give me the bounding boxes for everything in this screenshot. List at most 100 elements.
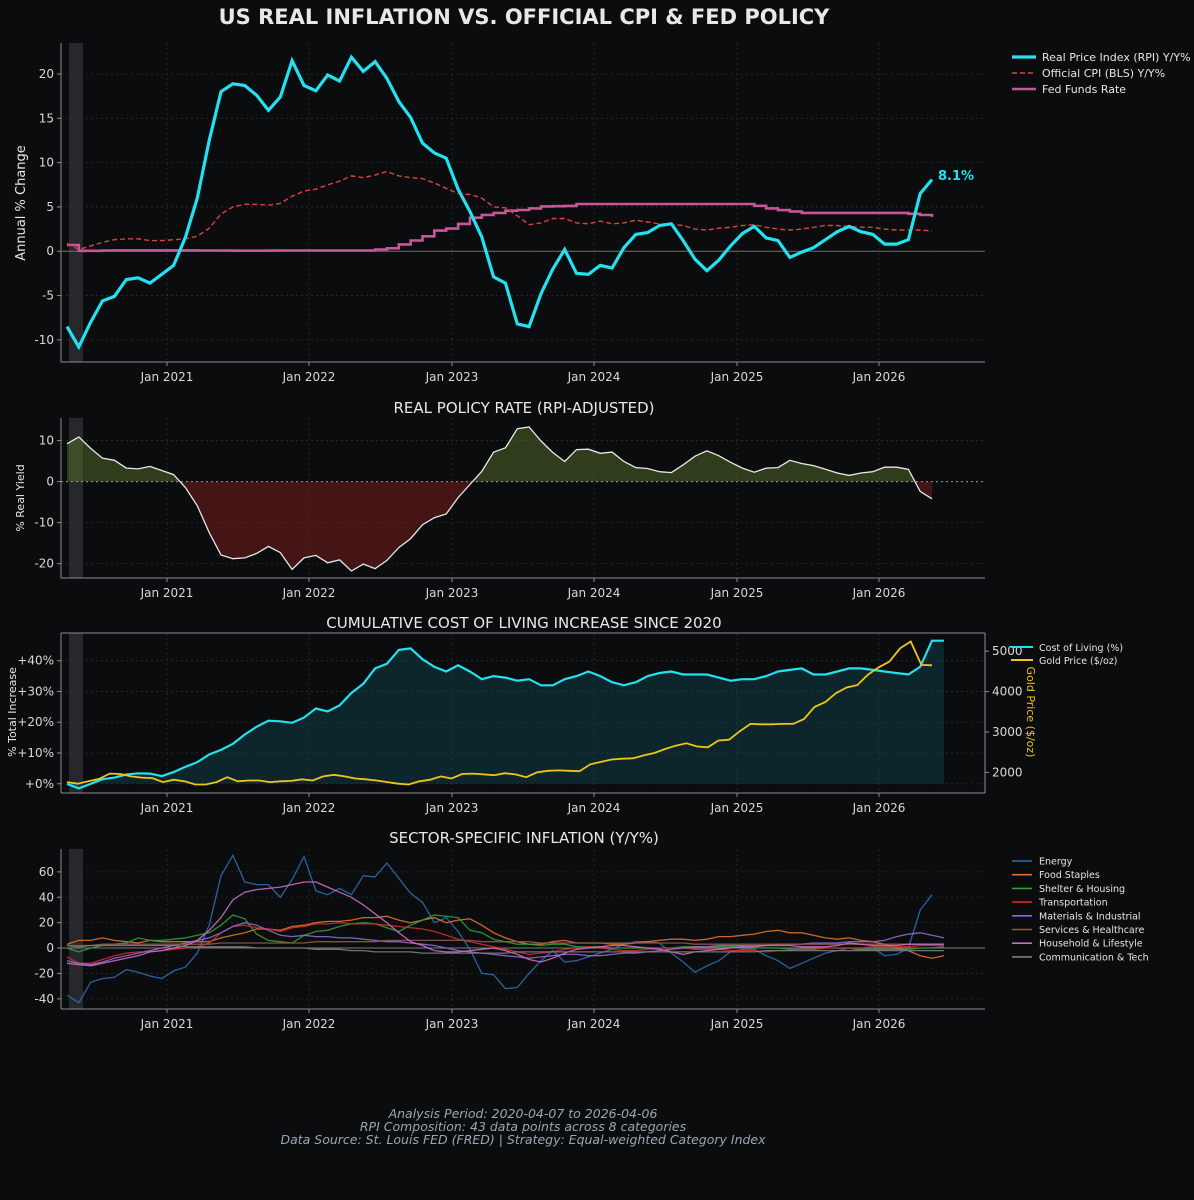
cumulative-title: CUMULATIVE COST OF LIVING INCREASE SINCE… <box>326 614 721 632</box>
y-tick-label: -10 <box>34 516 54 530</box>
x-tick-label: Jan 2023 <box>425 370 479 384</box>
x-tick-label: Jan 2026 <box>852 1017 906 1031</box>
shade-band <box>69 43 83 362</box>
y2-tick-label: 3000 <box>992 725 1023 739</box>
x-tick-label: Jan 2026 <box>852 586 906 600</box>
legend-label: Official CPI (BLS) Y/Y% <box>1042 67 1165 80</box>
gold-price-line <box>66 640 933 786</box>
rpi-latest-annotation: 8.1% <box>938 169 974 184</box>
sector-line <box>67 939 944 947</box>
legend-label: Real Price Index (RPI) Y/Y% <box>1042 51 1191 64</box>
legend-label: Food Staples <box>1039 870 1100 881</box>
positive-yield-area <box>67 436 180 482</box>
y-tick-label: -40 <box>34 992 54 1006</box>
inflation-ylabel: Annual % Change <box>14 145 29 261</box>
x-tick-label: Jan 2023 <box>425 801 479 815</box>
legend-label: Gold Price ($/oz) <box>1039 656 1118 667</box>
legend-label: Household & Lifestyle <box>1039 939 1143 950</box>
real-rate-panel: REAL POLICY RATE (RPI-ADJUSTED) % Real Y… <box>14 399 985 600</box>
legend-label: Shelter & Housing <box>1039 884 1125 895</box>
x-tick-label: Jan 2024 <box>567 801 621 815</box>
page-title: US REAL INFLATION VS. OFFICIAL CPI & FED… <box>219 5 831 29</box>
x-tick-label: Jan 2024 <box>567 370 621 384</box>
sector-line <box>66 853 933 1004</box>
y-tick-label: 0 <box>46 244 54 258</box>
y-tick-label: +40% <box>17 654 54 668</box>
y-tick-label: +20% <box>17 715 54 729</box>
cost-of-living-area <box>67 640 944 789</box>
negative-yield-area <box>914 481 932 499</box>
x-tick-label: Jan 2021 <box>140 370 194 384</box>
footer-rpi-composition: RPI Composition: 43 data points across 8… <box>360 1119 687 1134</box>
legend-label: Communication & Tech <box>1039 952 1149 963</box>
fed-funds-line <box>67 202 934 253</box>
y-tick-label: +10% <box>17 746 54 760</box>
y-tick-label: 0 <box>46 941 54 955</box>
footer-analysis-period: Analysis Period: 2020-04-07 to 2026-04-0… <box>388 1106 658 1121</box>
sector-title: SECTOR-SPECIFIC INFLATION (Y/Y%) <box>389 829 659 847</box>
x-tick-label: Jan 2026 <box>852 801 906 815</box>
legend-label: Materials & Industrial <box>1039 911 1141 922</box>
y-tick-label: -5 <box>42 289 54 303</box>
footer: Analysis Period: 2020-04-07 to 2026-04-0… <box>280 1106 766 1147</box>
y-tick-label: 40 <box>39 890 54 904</box>
sector-legend: Energy Food Staples Shelter & Housing Trans… <box>1012 857 1149 963</box>
x-tick-label: Jan 2024 <box>567 1017 621 1031</box>
real-rate-line <box>66 426 933 572</box>
x-tick-label: Jan 2023 <box>425 1017 479 1031</box>
real-rate-ylabel: % Real Yield <box>14 464 27 531</box>
rpi-line <box>65 54 934 351</box>
inflation-legend: Real Price Index (RPI) Y/Y% Official CPI … <box>1012 51 1191 96</box>
x-tick-label: Jan 2022 <box>282 801 336 815</box>
y2-tick-label: 4000 <box>992 685 1023 699</box>
y-tick-label: 0 <box>46 475 54 489</box>
x-tick-label: Jan 2021 <box>140 801 194 815</box>
x-tick-label: Jan 2023 <box>425 586 479 600</box>
legend-label: Transportation <box>1038 898 1108 909</box>
y-tick-label: +0% <box>25 777 54 791</box>
legend-label: Cost of Living (%) <box>1039 643 1123 654</box>
x-tick-label: Jan 2026 <box>852 370 906 384</box>
y-tick-label: -20 <box>34 966 54 980</box>
x-tick-label: Jan 2024 <box>567 586 621 600</box>
shade-band <box>69 418 83 578</box>
cost-of-living-line <box>66 639 944 790</box>
y-tick-label: 60 <box>39 865 54 879</box>
y-tick-label: -10 <box>34 333 54 347</box>
x-tick-label: Jan 2022 <box>282 1017 336 1031</box>
x-tick-label: Jan 2022 <box>282 370 336 384</box>
y-tick-label: 10 <box>39 156 54 170</box>
shade-band <box>69 633 83 793</box>
positive-yield-area <box>472 427 915 482</box>
x-tick-label: Jan 2021 <box>140 586 194 600</box>
inflation-panel: Annual % Change 8.1% Jan 2021 Jan 2022 Jan… <box>14 43 1191 384</box>
legend-label: Fed Funds Rate <box>1042 83 1126 96</box>
sector-line <box>66 944 944 954</box>
footer-data-source: Data Source: St. Louis FED (FRED) | Stra… <box>280 1132 766 1147</box>
legend-label: Services & Healthcare <box>1039 925 1144 936</box>
real-rate-title: REAL POLICY RATE (RPI-ADJUSTED) <box>394 399 655 417</box>
cumulative-legend: Cost of Living (%) Gold Price ($/oz) <box>1011 643 1123 667</box>
cumulative-panel: CUMULATIVE COST OF LIVING INCREASE SINCE… <box>6 614 1123 815</box>
x-tick-label: Jan 2021 <box>140 1017 194 1031</box>
y-tick-label: 20 <box>39 67 54 81</box>
legend-label: Energy <box>1039 857 1073 868</box>
y-tick-label: 20 <box>39 916 54 930</box>
y-tick-label: 10 <box>39 434 54 448</box>
y-tick-label: -20 <box>34 557 54 571</box>
x-tick-label: Jan 2025 <box>710 586 764 600</box>
x-tick-label: Jan 2025 <box>710 370 764 384</box>
x-tick-label: Jan 2025 <box>710 801 764 815</box>
gold-ylabel: Gold Price ($/oz) <box>1024 667 1037 758</box>
cumulative-ylabel: % Total Increase <box>6 667 19 757</box>
y2-tick-label: 2000 <box>992 765 1023 779</box>
y-tick-label: 5 <box>46 200 54 214</box>
shade-band <box>69 849 83 1009</box>
x-tick-label: Jan 2025 <box>710 1017 764 1031</box>
y-tick-label: 15 <box>39 111 54 125</box>
y-tick-label: +30% <box>17 684 54 698</box>
sector-panel: SECTOR-SPECIFIC INFLATION (Y/Y%) Jan 202… <box>34 829 1148 1031</box>
negative-yield-area <box>179 481 473 571</box>
sector-line <box>66 881 944 967</box>
